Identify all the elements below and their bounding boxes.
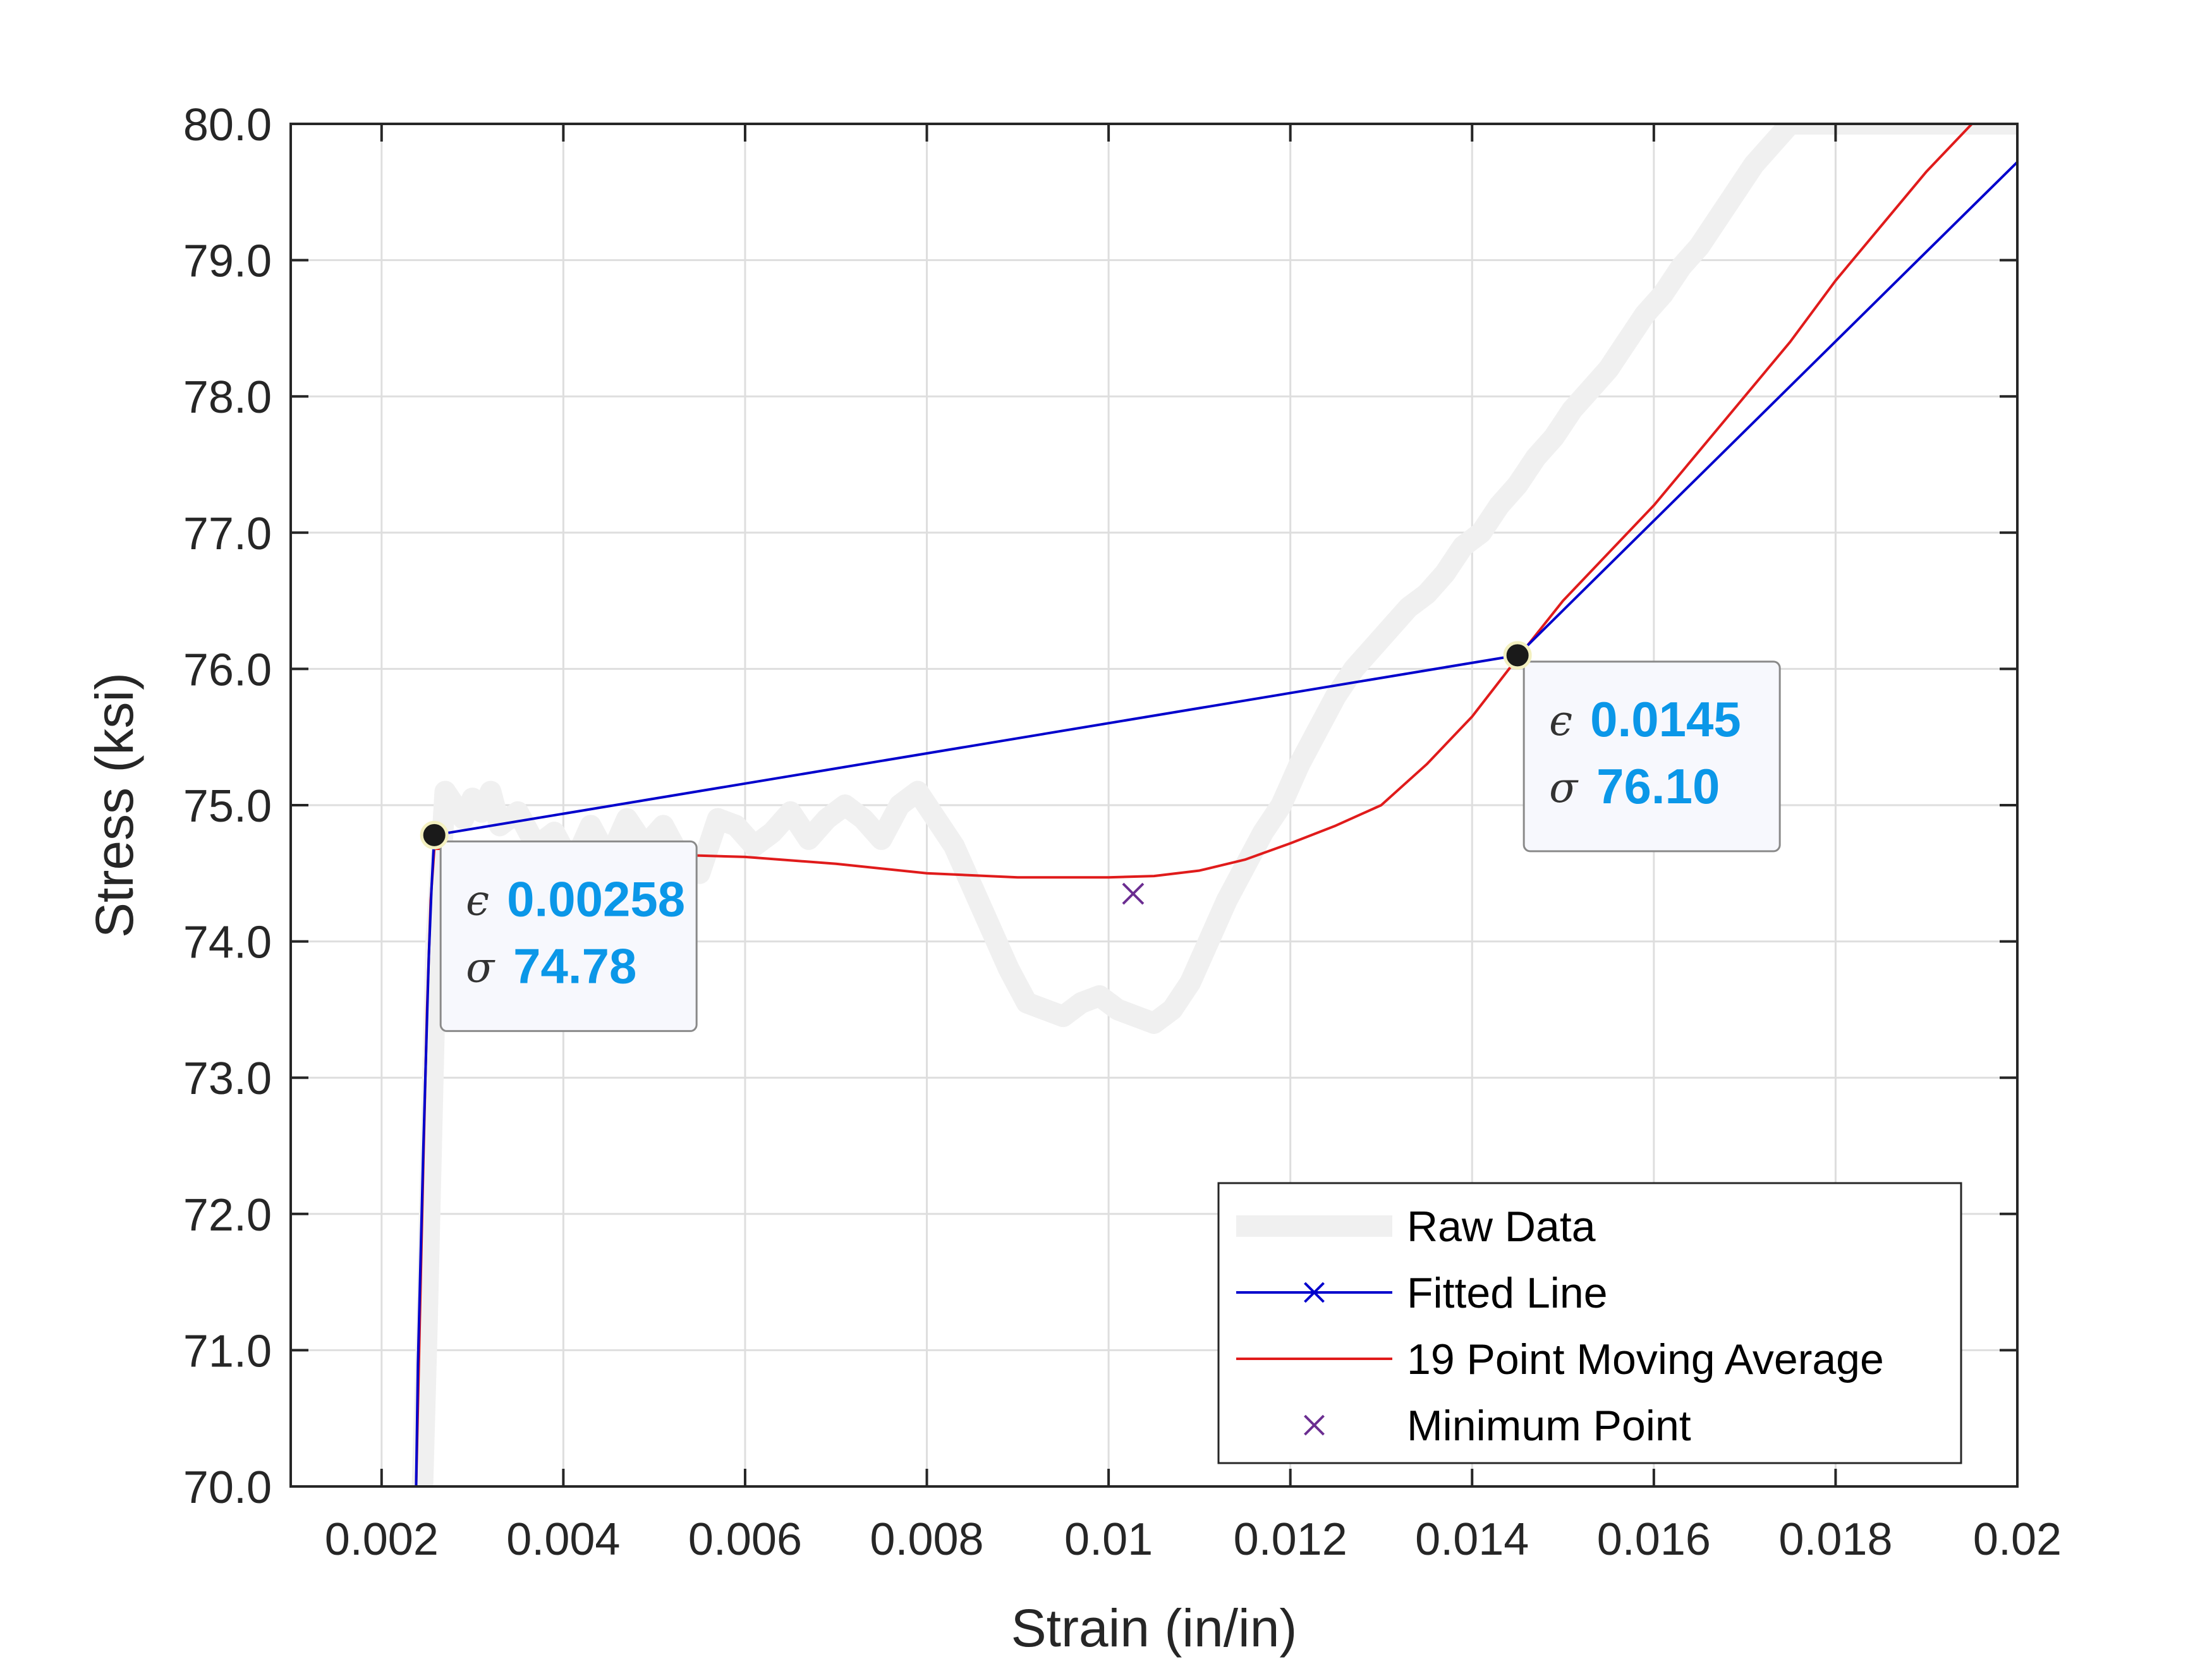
x-tick-label-7: 0.016 <box>1597 1514 1711 1565</box>
x-axis-label: Strain (in/in) <box>1011 1598 1297 1658</box>
y-tick-label-8: 78.0 <box>183 372 272 423</box>
minimum-point-marker <box>1122 882 1145 905</box>
x-tick-label-6: 0.014 <box>1415 1514 1529 1565</box>
data-tip-stress-value-0: 74.78 <box>513 938 636 994</box>
y-tick-label-3: 73.0 <box>183 1054 272 1104</box>
data-tip-stress-symbol-0: σ <box>466 943 495 992</box>
x-tick-label-4: 0.01 <box>1064 1514 1153 1565</box>
fitted-line <box>415 161 2017 1486</box>
tick-labels: 0.002 0.004 0.006 0.008 0.01 0.012 0.014 0.016 0… <box>183 100 2062 1565</box>
legend-entry-1: Fitted Line <box>1407 1269 1608 1317</box>
x-tick-label-0: 0.002 <box>325 1514 439 1565</box>
y-tick-label-6: 76.0 <box>183 645 272 695</box>
x-tick-label-3: 0.008 <box>870 1514 983 1565</box>
data-tip-box-0 <box>439 840 698 1032</box>
x-tick-label-1: 0.004 <box>506 1514 620 1565</box>
legend: Raw Data Fitted Line 19 Point Moving Avera… <box>1217 1182 1962 1464</box>
x-tick-label-2: 0.006 <box>688 1514 802 1565</box>
x-tick-label-5: 0.012 <box>1234 1514 1347 1565</box>
y-tick-label-5: 75.0 <box>183 781 272 832</box>
data-tip-strain-symbol-0: ϵ <box>466 876 489 925</box>
data-tip-point-0 <box>420 820 449 849</box>
data-tip-box-1 <box>1522 660 1781 853</box>
legend-marker-fitted-b <box>1304 1282 1325 1303</box>
legend-entry-2: 19 Point Moving Average <box>1407 1335 1884 1383</box>
y-tick-label-7: 77.0 <box>183 509 272 559</box>
y-tick-label-2: 72.0 <box>183 1190 272 1241</box>
y-tick-label-0: 70.0 <box>183 1462 272 1513</box>
legend-entry-0: Raw Data <box>1407 1203 1596 1251</box>
y-tick-label-10: 80.0 <box>183 100 272 150</box>
data-tip-stress-symbol-1: σ <box>1549 763 1579 812</box>
x-tick-label-8: 0.018 <box>1778 1514 1892 1565</box>
data-tip-strain-value-0: 0.00258 <box>507 871 685 927</box>
y-axis-label: Stress (ksi) <box>85 672 144 938</box>
data-tip-stress-value-1: 76.10 <box>1596 758 1720 814</box>
legend-entry-3: Minimum Point <box>1407 1402 1691 1450</box>
y-tick-label-1: 71.0 <box>183 1326 272 1376</box>
data-tip-strain-value-1: 0.0145 <box>1590 691 1741 747</box>
x-tick-label-9: 0.02 <box>1973 1514 2062 1565</box>
data-tip-point-1 <box>1503 641 1532 670</box>
axis-ticks <box>291 123 2019 1488</box>
minimum-point-x-b <box>1122 882 1145 905</box>
y-tick-label-9: 79.0 <box>183 236 272 287</box>
data-tip-strain-symbol-1: ϵ <box>1549 696 1572 745</box>
y-tick-label-4: 74.0 <box>183 918 272 968</box>
legend-marker-minimum-b <box>1304 1414 1325 1436</box>
